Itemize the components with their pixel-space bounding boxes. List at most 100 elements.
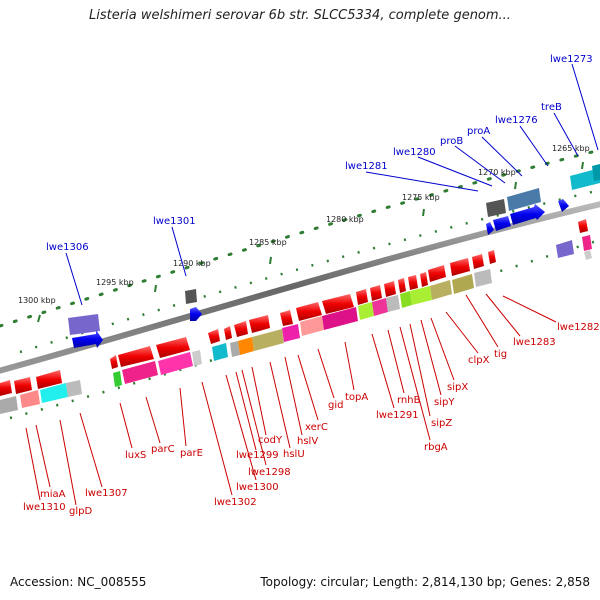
gene-topA-arrow[interactable] bbox=[322, 294, 354, 314]
kbp-label-1275: 1275 kbp bbox=[402, 193, 440, 202]
kbp-label-1295: 1295 kbp bbox=[96, 278, 134, 287]
gene-label-hslV[interactable]: hslV bbox=[297, 436, 318, 447]
gene-lwe1306-block[interactable] bbox=[68, 314, 100, 335]
gene-label-topA[interactable]: topA bbox=[345, 392, 368, 403]
cog-block-23 bbox=[474, 269, 492, 287]
gene-proA-arrow[interactable] bbox=[510, 204, 545, 225]
gene-lwe1306-arrow[interactable] bbox=[72, 330, 103, 348]
gene-label-miaA[interactable]: miaA bbox=[40, 489, 66, 500]
cog-block-21 bbox=[430, 280, 452, 300]
gene-label-sipY[interactable]: sipY bbox=[434, 397, 455, 408]
gene-lwe1280-block[interactable] bbox=[507, 188, 541, 211]
gene-sipZ-arrow[interactable] bbox=[398, 278, 406, 293]
leader-lwe1298 bbox=[241, 369, 267, 466]
page-title: Listeria welshimeri serovar 6b str. SLCC… bbox=[89, 8, 511, 23]
gene-label-treB[interactable]: treB bbox=[541, 102, 562, 113]
gene-proB-arrow[interactable] bbox=[493, 216, 511, 231]
gene-label-parC[interactable]: parC bbox=[151, 444, 175, 455]
gene-label-clpX[interactable]: clpX bbox=[468, 355, 490, 366]
leader-rnhB bbox=[387, 329, 405, 394]
gene-label-sipZ[interactable]: sipZ bbox=[431, 418, 452, 429]
gene-label-glpD[interactable]: glpD bbox=[69, 506, 92, 517]
gene-lwe1301-arrow[interactable] bbox=[190, 307, 202, 321]
gene-label-lwe1310[interactable]: lwe1310 bbox=[23, 502, 66, 513]
gene-label-rbgA[interactable]: rbgA bbox=[424, 442, 448, 453]
gene-label-proA[interactable]: proA bbox=[467, 126, 490, 137]
gene-label-parE[interactable]: parE bbox=[180, 448, 203, 459]
gene-tig-arrow[interactable] bbox=[450, 258, 470, 276]
cog-block-22 bbox=[452, 274, 474, 294]
gene-lwe1300-arrow[interactable] bbox=[224, 326, 232, 340]
forward-gene-label-text: lwe1273 treB lwe1276 proA proB lwe1280 l… bbox=[46, 54, 593, 253]
gene-sipY-arrow[interactable] bbox=[408, 275, 418, 290]
gene-label-lwe1282[interactable]: lwe1282 bbox=[557, 322, 600, 333]
gene-label-xerC[interactable]: xerC bbox=[305, 422, 328, 433]
gene-extra-arrow-right[interactable] bbox=[578, 219, 588, 233]
gene-label-lwe1301[interactable]: lwe1301 bbox=[153, 216, 196, 227]
gene-luxS-arrow[interactable] bbox=[110, 355, 118, 369]
gene-label-proB[interactable]: proB bbox=[440, 136, 463, 147]
leader-rbgA bbox=[399, 326, 431, 441]
gene-sipX-arrow[interactable] bbox=[420, 272, 428, 287]
leader-glpD bbox=[59, 419, 77, 506]
leader-tig bbox=[465, 294, 499, 348]
kbp-label-1285: 1285 kbp bbox=[249, 238, 287, 247]
gene-rnhB-arrow[interactable] bbox=[370, 285, 382, 301]
cog-block-5 bbox=[113, 371, 122, 387]
reverse-gene-label-text: lwe1282 lwe1283 tig clpX sipX sipY sipZ … bbox=[23, 322, 600, 517]
gene-lwe1301-block[interactable] bbox=[185, 289, 197, 304]
gene-lwe1282-arrow[interactable] bbox=[488, 250, 496, 264]
gene-label-lwe1306[interactable]: lwe1306 bbox=[46, 242, 89, 253]
gene-treB-arrow[interactable] bbox=[558, 199, 569, 212]
gene-parE-arrow[interactable] bbox=[156, 337, 190, 358]
leader-lwe1280 bbox=[417, 156, 493, 187]
gene-label-lwe1299[interactable]: lwe1299 bbox=[236, 450, 279, 461]
gene-codY-arrow[interactable] bbox=[249, 315, 270, 333]
gene-glpD-arrow[interactable] bbox=[36, 370, 62, 389]
gene-lwe1298-arrow[interactable] bbox=[234, 321, 248, 337]
cog-block-14 bbox=[300, 316, 324, 336]
gene-rbgA-arrow[interactable] bbox=[384, 281, 396, 297]
cog-block-1 bbox=[0, 396, 18, 414]
gene-label-luxS[interactable]: luxS bbox=[125, 450, 146, 461]
gene-label-lwe1302[interactable]: lwe1302 bbox=[214, 497, 257, 508]
leader-parC bbox=[145, 396, 161, 444]
leader-sipZ bbox=[409, 323, 431, 417]
gene-lwe1283-arrow[interactable] bbox=[472, 254, 484, 269]
cog-block-4 bbox=[66, 380, 82, 397]
gene-label-gid[interactable]: gid bbox=[328, 400, 343, 411]
leader-clpX bbox=[445, 311, 479, 354]
gene-label-lwe1291[interactable]: lwe1291 bbox=[376, 410, 419, 421]
gene-clpX-arrow[interactable] bbox=[428, 265, 446, 282]
gene-lwe1281-block[interactable] bbox=[486, 199, 506, 217]
gene-label-tig[interactable]: tig bbox=[494, 349, 507, 360]
leader-hslU bbox=[269, 361, 291, 449]
gene-label-rnhB[interactable]: rnhB bbox=[397, 395, 421, 406]
gene-label-lwe1280[interactable]: lwe1280 bbox=[393, 147, 436, 158]
gene-miaA-arrow[interactable] bbox=[14, 377, 32, 394]
gene-label-lwe1273[interactable]: lwe1273 bbox=[550, 54, 593, 65]
gene-label-codY[interactable]: codY bbox=[258, 435, 283, 446]
gene-label-lwe1283[interactable]: lwe1283 bbox=[513, 337, 556, 348]
gene-label-hslU[interactable]: hslU bbox=[283, 449, 305, 460]
gene-label-lwe1298[interactable]: lwe1298 bbox=[248, 467, 291, 478]
gene-lwe1273-block[interactable] bbox=[592, 164, 600, 181]
gene-label-lwe1307[interactable]: lwe1307 bbox=[85, 488, 128, 499]
gene-hslU-arrow[interactable] bbox=[280, 310, 293, 326]
leader-miaA bbox=[35, 424, 51, 488]
gene-label-lwe1281[interactable]: lwe1281 bbox=[345, 161, 388, 172]
gene-label-lwe1300[interactable]: lwe1300 bbox=[236, 482, 279, 493]
gene-lwe1276-block[interactable] bbox=[570, 168, 600, 190]
cog-block-10 bbox=[230, 341, 240, 357]
gene-label-lwe1276[interactable]: lwe1276 bbox=[495, 115, 538, 126]
gene-lwe1291-arrow[interactable] bbox=[356, 289, 368, 305]
gene-lwe1281-arrow[interactable] bbox=[486, 222, 494, 235]
gene-parC-arrow[interactable] bbox=[118, 346, 154, 367]
gene-lwe1302-arrow[interactable] bbox=[208, 329, 220, 344]
gene-label-sipX[interactable]: sipX bbox=[447, 382, 468, 393]
gene-xerC-arrow[interactable] bbox=[296, 302, 322, 321]
gene-lwe1310-arrow[interactable] bbox=[0, 380, 12, 396]
cog-block-2 bbox=[20, 390, 40, 408]
accession-text: Accession: NC_008555 bbox=[10, 575, 147, 589]
